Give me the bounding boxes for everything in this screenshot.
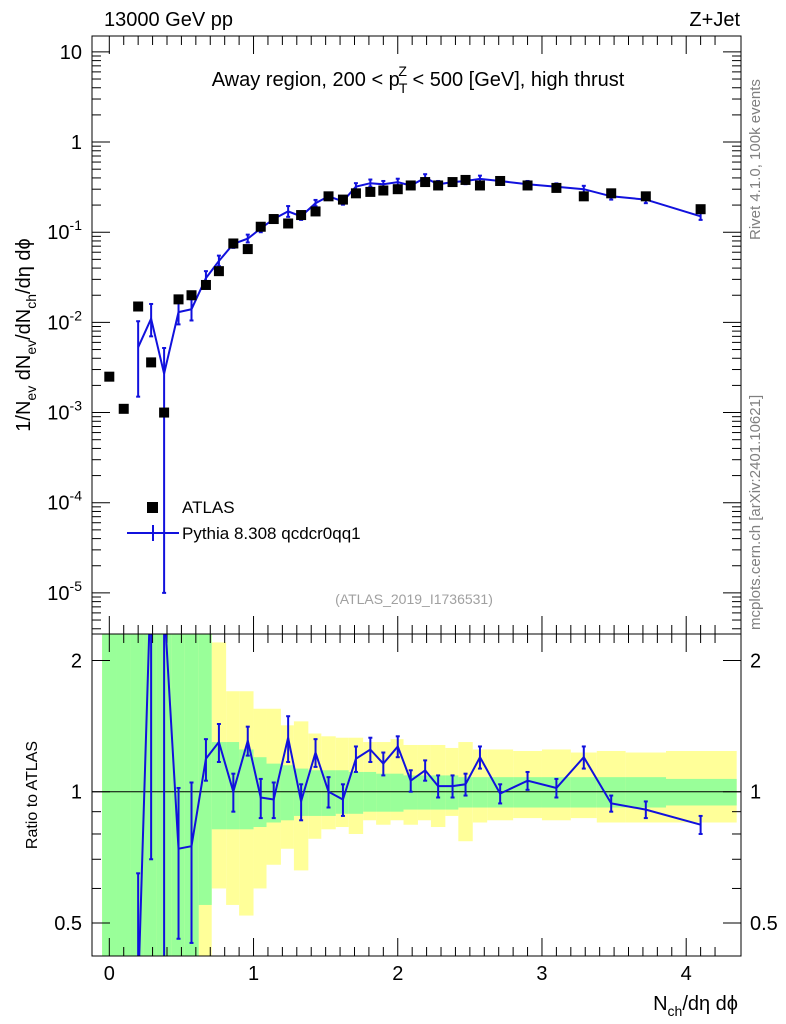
ratio-y-tick-label: 2	[71, 650, 82, 672]
atlas-data-point	[296, 210, 307, 221]
ratio-band-inner	[376, 773, 391, 812]
ratio-panel-frame	[91, 633, 742, 957]
atlas-data-point	[228, 238, 239, 249]
atlas-data-point	[200, 279, 211, 290]
ratio-y-axis-label: Ratio to ATLAS	[24, 741, 41, 849]
atlas-data-point	[378, 185, 389, 196]
atlas-data-point	[495, 175, 506, 186]
atlas-data-point	[350, 188, 361, 199]
legend: ATLAS Pythia 8.308 qcdcr0qq1	[127, 498, 361, 543]
ratio-y-tick-label-right: 1	[750, 782, 761, 804]
atlas-data-point	[337, 194, 348, 205]
atlas-data-point	[405, 180, 416, 191]
legend-mc-label: Pythia 8.308 qcdcr0qq1	[182, 524, 361, 543]
ratio-band-inner	[130, 634, 144, 956]
ratio-y-tick-label-right: 2	[750, 650, 761, 672]
ratio-band-inner	[280, 765, 294, 821]
atlas-data-point	[173, 294, 184, 305]
atlas-data-point	[640, 191, 651, 202]
main-y-tick-label: 10	[60, 42, 82, 64]
atlas-data-point	[146, 357, 157, 368]
main-y-tick-label: 10-4	[47, 488, 82, 515]
atlas-data-point	[460, 174, 471, 185]
ratio-band-inner	[417, 775, 431, 810]
atlas-data-point	[104, 371, 115, 382]
process-label: Z+Jet	[689, 9, 740, 31]
main-y-tick-label: 10-2	[47, 307, 82, 334]
ratio-y-tick-label: 1	[71, 782, 82, 804]
atlas-data-point	[433, 180, 444, 191]
ratio-y-tick-label-right: 0.5	[750, 913, 778, 935]
atlas-data-point	[242, 244, 253, 255]
main-y-ticks: 10-5 10-4 10-3 10-2 10-1 1 10	[47, 36, 741, 634]
ratio-band-inner	[116, 634, 131, 956]
atlas-data-point	[133, 301, 144, 312]
atlas-data-point	[578, 191, 589, 202]
atlas-data-point	[522, 180, 533, 191]
main-y-tick-label: 10-3	[47, 398, 82, 425]
ratio-ticks: 0.5 0.5 1 1 2 2 0 1 2 3 4	[54, 634, 778, 985]
atlas-data-point	[186, 290, 197, 301]
analysis-watermark: (ATLAS_2019_I1736531)	[335, 591, 493, 607]
main-data-layer	[104, 173, 706, 594]
atlas-data-point	[392, 184, 403, 195]
atlas-data-point	[283, 218, 294, 229]
atlas-data-point	[118, 403, 129, 414]
atlas-data-point	[310, 206, 321, 217]
ratio-x-tick-label: 3	[536, 963, 547, 985]
main-y-tick-label: 10-1	[47, 217, 82, 244]
atlas-data-point	[323, 191, 334, 202]
atlas-data-point	[420, 177, 431, 188]
ratio-x-tick-label: 4	[681, 963, 692, 985]
ratio-y-tick-label: 0.5	[54, 913, 82, 935]
mcplots-reference-text: mcplots.cern.ch [arXiv:2401.10621]	[747, 395, 764, 630]
atlas-data-point	[551, 182, 562, 193]
rivet-version-text: Rivet 4.1.0, 100k events	[747, 79, 764, 240]
main-y-tick-label: 1	[71, 132, 82, 154]
plot-title: Away region, 200 < pTZ < 500 [GeV], high…	[212, 63, 625, 96]
x-axis-label: Nch/dη dϕ	[653, 993, 738, 1019]
ratio-band-inner	[348, 771, 364, 814]
atlas-data-point	[213, 266, 224, 277]
main-y-tick-label: 10-5	[47, 578, 82, 605]
ratio-band-inner	[570, 777, 597, 808]
atlas-data-point	[606, 188, 617, 199]
ratio-data-layer	[136, 634, 703, 956]
atlas-data-point	[268, 214, 279, 225]
atlas-data-point	[695, 204, 706, 215]
ratio-band-inner	[211, 742, 227, 830]
legend-data-label: ATLAS	[182, 498, 235, 517]
main-y-axis-label: 1/Nev dNev/dNch/dη dϕ	[13, 238, 39, 431]
ratio-band-inner	[390, 773, 404, 812]
atlas-data-point	[159, 407, 170, 418]
mc-series-line	[137, 176, 701, 374]
ratio-x-tick-label: 0	[104, 963, 115, 985]
ratio-x-tick-label: 1	[248, 963, 259, 985]
energy-label: 13000 GeV pp	[104, 9, 233, 31]
ratio-band-inner	[472, 777, 488, 808]
atlas-data-point	[255, 221, 266, 232]
ratio-band-inner	[308, 770, 322, 816]
ratio-band-inner	[239, 749, 254, 830]
atlas-data-point	[447, 177, 458, 188]
ratio-x-tick-label: 2	[392, 963, 403, 985]
atlas-data-point	[474, 180, 485, 191]
legend-data-marker	[147, 502, 158, 513]
ratio-mc-line	[138, 634, 701, 956]
atlas-data-point	[365, 186, 376, 197]
ratio-band-inner	[102, 634, 117, 956]
